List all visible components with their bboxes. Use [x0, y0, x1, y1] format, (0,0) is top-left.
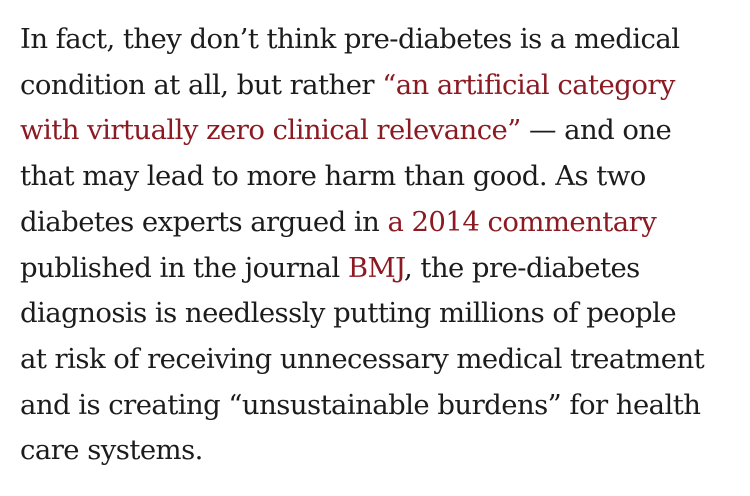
text-line: published in the journal BMJ, the pre-di…	[20, 246, 734, 292]
commentary-link[interactable]: a 2014 commentary	[387, 205, 657, 238]
artificial-category-quote-link[interactable]: “an artificial category	[382, 68, 675, 101]
text-line: diabetes experts argued in a 2014 commen…	[20, 200, 734, 246]
body-paragraph: In fact, they don’t think pre-diabetes i…	[20, 17, 734, 474]
text-line: with virtually zero clinical relevance” …	[20, 108, 734, 154]
text-line: and is creating “unsustainable burdens” …	[20, 388, 701, 421]
text-line: diagnosis is needlessly putting millions…	[20, 297, 677, 330]
text-segment: diabetes experts argued in	[20, 205, 388, 238]
text-line: at risk of receiving unnecessary medical…	[20, 342, 705, 375]
text-line: In fact, they don’t think pre-diabetes i…	[20, 23, 680, 55]
text-segment: published in the journal	[20, 251, 348, 284]
text-segment: — and one	[520, 114, 672, 147]
bmj-journal-link[interactable]: BMJ	[347, 251, 405, 284]
text-segment: , the pre-diabetes	[403, 251, 640, 284]
clinical-relevance-quote-link[interactable]: with virtually zero clinical relevance”	[20, 114, 521, 147]
text-line: condition at all, but rather “an artific…	[20, 63, 734, 109]
text-line: that may lead to more harm than good. As…	[20, 160, 646, 193]
text-line: care systems.	[20, 434, 203, 467]
text-segment: condition at all, but rather	[20, 68, 383, 101]
